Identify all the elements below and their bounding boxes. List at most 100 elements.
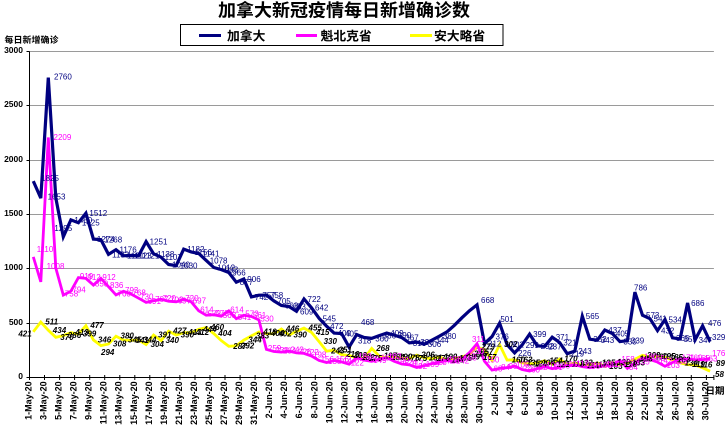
svg-text:12-Jun-20: 12-Jun-20 <box>339 381 349 423</box>
svg-text:160: 160 <box>366 355 380 364</box>
svg-text:24-Jun-20: 24-Jun-20 <box>430 381 440 423</box>
svg-text:329: 329 <box>712 333 726 342</box>
svg-text:165: 165 <box>652 354 666 363</box>
svg-text:409: 409 <box>390 329 404 338</box>
svg-text:460: 460 <box>210 323 225 332</box>
svg-text:1040: 1040 <box>172 261 190 270</box>
svg-text:1012: 1012 <box>217 264 235 273</box>
svg-text:306: 306 <box>428 340 442 349</box>
svg-text:11-May-20: 11-May-20 <box>99 381 109 424</box>
svg-text:243: 243 <box>330 347 345 356</box>
svg-text:326: 326 <box>420 338 434 347</box>
svg-text:160: 160 <box>512 356 526 365</box>
svg-text:877: 877 <box>240 278 254 287</box>
svg-text:501: 501 <box>500 315 514 324</box>
svg-text:1176: 1176 <box>120 246 138 255</box>
svg-text:308: 308 <box>113 340 127 349</box>
svg-text:2500: 2500 <box>4 99 23 109</box>
svg-text:183: 183 <box>388 352 402 361</box>
svg-text:500: 500 <box>9 317 23 327</box>
svg-text:966: 966 <box>232 269 246 278</box>
svg-text:95: 95 <box>561 362 570 371</box>
svg-text:128: 128 <box>433 358 447 367</box>
svg-text:412: 412 <box>195 328 210 337</box>
svg-text:850: 850 <box>95 280 109 289</box>
svg-text:720: 720 <box>163 294 177 303</box>
svg-text:573: 573 <box>208 310 222 319</box>
svg-text:760: 760 <box>118 289 132 298</box>
svg-text:150: 150 <box>486 356 500 365</box>
svg-text:190: 190 <box>655 352 669 361</box>
svg-text:697: 697 <box>178 296 192 305</box>
svg-text:311: 311 <box>472 335 485 344</box>
svg-text:135: 135 <box>636 357 650 366</box>
svg-text:29-May-20: 29-May-20 <box>234 381 244 425</box>
svg-text:614: 614 <box>230 305 244 314</box>
svg-text:135: 135 <box>602 358 616 367</box>
svg-text:81: 81 <box>554 363 563 372</box>
svg-text:3000: 3000 <box>4 45 23 55</box>
svg-text:2760: 2760 <box>54 73 72 82</box>
svg-text:102: 102 <box>599 361 613 370</box>
svg-text:702: 702 <box>170 296 184 305</box>
svg-text:409: 409 <box>338 329 352 338</box>
svg-text:216: 216 <box>473 350 488 359</box>
svg-text:391: 391 <box>158 331 172 340</box>
svg-text:25-May-20: 25-May-20 <box>204 381 214 425</box>
svg-text:175: 175 <box>369 354 383 363</box>
svg-text:573: 573 <box>646 311 660 320</box>
svg-text:302: 302 <box>504 340 518 349</box>
svg-text:116: 116 <box>700 360 713 369</box>
svg-text:111: 111 <box>606 360 619 369</box>
svg-text:149: 149 <box>396 356 410 365</box>
svg-text:383: 383 <box>256 331 270 340</box>
svg-text:402: 402 <box>277 329 292 338</box>
svg-text:376: 376 <box>496 333 510 342</box>
svg-text:1-May-20: 1-May-20 <box>24 381 34 420</box>
svg-text:60: 60 <box>531 366 540 375</box>
svg-text:121: 121 <box>557 360 571 369</box>
svg-text:30-Jul-20: 30-Jul-20 <box>700 381 710 420</box>
svg-text:103: 103 <box>609 362 623 371</box>
svg-text:5-May-20: 5-May-20 <box>54 381 64 420</box>
svg-text:794: 794 <box>72 286 86 295</box>
svg-text:2-Jul-20: 2-Jul-20 <box>490 381 500 415</box>
svg-text:477: 477 <box>89 321 104 330</box>
svg-text:1008: 1008 <box>47 262 65 271</box>
svg-text:705: 705 <box>277 297 291 306</box>
svg-text:707: 707 <box>155 295 169 304</box>
svg-text:268: 268 <box>375 344 390 353</box>
svg-text:287: 287 <box>548 342 562 351</box>
svg-text:21-May-20: 21-May-20 <box>174 381 184 425</box>
svg-text:1156: 1156 <box>195 248 213 257</box>
svg-text:173: 173 <box>436 354 450 363</box>
svg-text:686: 686 <box>691 299 705 308</box>
svg-text:1425: 1425 <box>82 219 100 228</box>
svg-text:16-Jul-20: 16-Jul-20 <box>595 381 605 420</box>
svg-text:386: 386 <box>383 332 397 341</box>
svg-text:6-Jul-20: 6-Jul-20 <box>520 381 530 415</box>
svg-text:1123: 1123 <box>135 252 153 261</box>
svg-text:722: 722 <box>308 295 322 304</box>
svg-text:68: 68 <box>494 365 503 374</box>
svg-text:117: 117 <box>411 359 424 368</box>
svg-text:434: 434 <box>52 326 67 335</box>
svg-text:12-Jul-20: 12-Jul-20 <box>565 381 575 420</box>
svg-text:1274: 1274 <box>97 235 115 244</box>
svg-text:257: 257 <box>479 348 494 357</box>
svg-text:912: 912 <box>87 273 101 282</box>
svg-text:22-Jun-20: 22-Jun-20 <box>415 381 425 423</box>
svg-text:292: 292 <box>541 342 555 351</box>
svg-text:175: 175 <box>414 354 428 363</box>
svg-text:149: 149 <box>373 356 387 365</box>
svg-text:22-Jul-20: 22-Jul-20 <box>640 381 650 420</box>
svg-text:312: 312 <box>488 340 502 349</box>
svg-text:476: 476 <box>708 319 722 328</box>
svg-text:226: 226 <box>298 347 312 356</box>
svg-text:134: 134 <box>542 358 556 367</box>
svg-text:190: 190 <box>399 352 413 361</box>
svg-text:399: 399 <box>83 330 97 339</box>
svg-text:138: 138 <box>617 358 631 367</box>
svg-text:347: 347 <box>699 336 713 345</box>
svg-text:117: 117 <box>576 359 589 368</box>
